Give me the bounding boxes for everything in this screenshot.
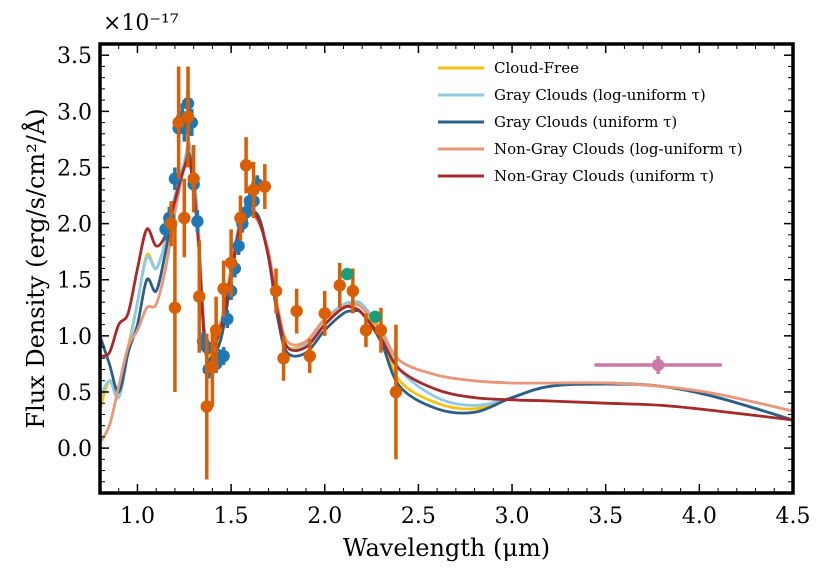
point-marker (168, 301, 182, 314)
legend-label: Cloud-Free (494, 59, 579, 77)
data-point-2-26 (389, 324, 403, 460)
y-tick-label: 3.5 (57, 44, 92, 69)
axes: 1.0 1.5 2.0 2.5 3.0 3.5 4.0 4.5 0.0 0.5 1.0 1.5 2.0 2… (57, 42, 811, 529)
point-marker (209, 324, 223, 337)
point-marker (181, 110, 195, 124)
x-axis-label: Wavelength (μm) (343, 534, 550, 562)
point-marker (269, 284, 283, 298)
legend-item-4: Non-Gray Clouds (log-uniform τ) (438, 140, 743, 158)
x-tick-label: 3.0 (495, 504, 530, 529)
legend-item-3: Gray Clouds (uniform τ) (438, 113, 677, 131)
point-marker (217, 282, 230, 295)
point-marker (303, 349, 316, 363)
series-line-1 (100, 151, 793, 422)
x-tick-label: 4.0 (682, 504, 717, 529)
y-tick-label: 1.5 (57, 269, 92, 294)
data-point-2-13 (234, 195, 247, 241)
point-marker (172, 116, 185, 129)
data-point-2-14 (239, 137, 253, 194)
data-point-2-3 (172, 66, 185, 179)
point-marker (290, 304, 303, 318)
y-tick-label: 1.0 (57, 325, 92, 350)
legend-item-5: Non-Gray Clouds (uniform τ) (438, 167, 714, 185)
data-point-2-18 (277, 335, 290, 381)
data-point-3-1 (341, 267, 354, 281)
data-point-2-17 (269, 268, 283, 314)
data-point-1-22 (232, 237, 245, 256)
point-marker (333, 279, 346, 292)
point-marker (178, 211, 191, 225)
point-marker (191, 215, 204, 228)
y-tick-label: 2.5 (57, 156, 92, 181)
point-marker (217, 349, 230, 363)
legend-label: Non-Gray Clouds (uniform τ) (494, 167, 714, 185)
plot-frame (98, 42, 795, 495)
data-point-2-10 (209, 296, 223, 364)
data-point-2-22 (333, 262, 346, 308)
data-point-2-12 (224, 229, 238, 297)
point-marker (651, 358, 665, 372)
point-marker (232, 239, 245, 253)
point-marker (369, 310, 382, 323)
point-marker (206, 361, 219, 374)
model-curves (100, 141, 793, 444)
point-marker (359, 324, 373, 337)
data-point-1-11 (191, 210, 204, 233)
data-point-2-8 (200, 333, 213, 480)
data-point-2-5 (181, 66, 195, 168)
legend-label: Non-Gray Clouds (log-uniform τ) (494, 140, 743, 158)
x-tick-label: 1.0 (120, 504, 155, 529)
data-point-4-1 (594, 356, 722, 375)
data-point-2-20 (303, 339, 316, 373)
data-point-2-19 (290, 288, 303, 334)
series-line-3 (100, 151, 793, 422)
legend-item-2: Gray Clouds (log-uniform τ) (438, 86, 706, 104)
series-line-5 (100, 156, 793, 422)
x-tick-label: 3.5 (588, 504, 623, 529)
y-tick-label: 2.0 (57, 213, 92, 238)
point-marker (318, 307, 331, 320)
point-marker (239, 159, 253, 172)
data-point-2-21 (318, 290, 331, 336)
point-marker (247, 183, 260, 197)
data-point-2-16 (258, 164, 272, 210)
legend: Cloud-Free Gray Clouds (log-uniform τ) Gra… (438, 59, 743, 185)
point-marker (258, 180, 272, 193)
y-axis-label: Flux Density (erg/s/cm²/Å) (21, 108, 50, 428)
data-point-1-18 (217, 347, 230, 366)
point-marker (389, 385, 403, 399)
point-marker (374, 324, 388, 337)
x-tick-label: 2.0 (307, 504, 342, 529)
y-axis-multiplier: ×10⁻¹⁷ (103, 11, 179, 36)
data-point-2-24 (359, 313, 373, 348)
data-point-2-15 (247, 161, 260, 218)
point-marker (187, 172, 200, 185)
point-marker (346, 284, 360, 298)
point-marker (193, 290, 206, 303)
point-marker (277, 352, 290, 365)
point-marker (234, 211, 247, 225)
y-tick-label: 0.5 (57, 381, 92, 406)
legend-label: Gray Clouds (log-uniform τ) (494, 86, 706, 104)
y-tick-label: 3.0 (57, 100, 92, 125)
x-tick-label: 4.5 (776, 504, 811, 529)
x-tick-label: 2.5 (401, 504, 436, 529)
point-marker (200, 400, 213, 413)
observation-points (159, 66, 722, 480)
x-tick-label: 1.5 (214, 504, 249, 529)
data-point-2-11 (217, 260, 230, 317)
point-marker (224, 256, 238, 270)
legend-item-1: Cloud-Free (438, 59, 579, 77)
legend-label: Gray Clouds (uniform τ) (494, 113, 677, 131)
data-point-2-9 (206, 327, 219, 407)
y-tick-label: 0.0 (57, 437, 92, 462)
data-point-2-2 (168, 223, 182, 392)
point-marker (341, 267, 354, 281)
data-point-3-2 (369, 310, 382, 323)
data-point-2-4 (178, 178, 191, 258)
data-point-2-6 (187, 145, 200, 213)
data-point-2-7 (193, 240, 206, 353)
